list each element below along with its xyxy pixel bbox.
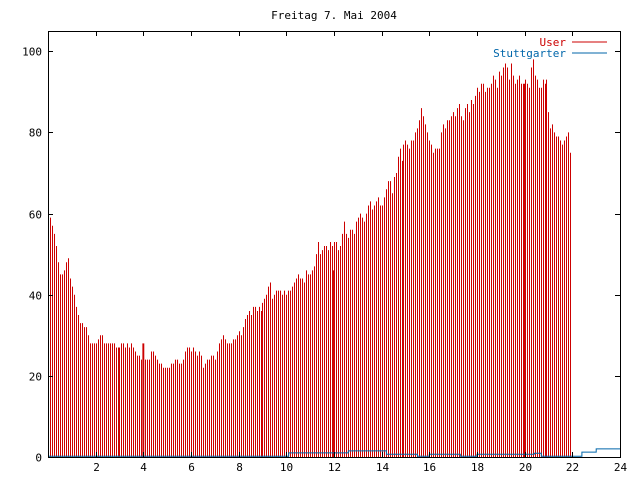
y-tick-label: 60: [29, 209, 42, 222]
stuttgarter-series-line: [48, 448, 620, 457]
x-tick-label: 20: [519, 461, 532, 474]
legend-user-label: User: [540, 36, 567, 49]
y-tick-label: 100: [22, 46, 42, 59]
user-bars: [48, 59, 571, 457]
x-ticks: 2 4 6 8 10 12 14 16 18 20 22 24: [93, 31, 627, 474]
y-tick-label: 0: [35, 452, 42, 465]
x-tick-label: 22: [566, 461, 579, 474]
x-tick-label: 6: [188, 461, 195, 474]
x-tick-label: 12: [328, 461, 341, 474]
x-tick-label: 24: [614, 461, 628, 474]
y-tick-label: 80: [29, 127, 42, 140]
y-tick-label: 20: [29, 371, 42, 384]
x-tick-label: 18: [471, 461, 484, 474]
x-tick-label: 14: [376, 461, 390, 474]
x-tick-label: 10: [280, 461, 293, 474]
legend-stuttgarter-label: Stuttgarter: [493, 47, 566, 60]
user-highlight-bar: [523, 83, 526, 457]
legend: User Stuttgarter: [493, 36, 607, 60]
chart-title: Freitag 7. Mai 2004: [271, 9, 397, 22]
x-tick-label: 8: [236, 461, 243, 474]
y-tick-label: 40: [29, 290, 42, 303]
x-tick-label: 16: [423, 461, 436, 474]
x-tick-label: 4: [140, 461, 147, 474]
user-highlight-bar: [333, 270, 335, 457]
user-highlight-bar: [142, 343, 145, 457]
y-ticks: 0 20 40 60 80 100: [22, 46, 620, 465]
x-tick-label: 2: [93, 461, 100, 474]
stuttgarter-line: [48, 448, 620, 457]
